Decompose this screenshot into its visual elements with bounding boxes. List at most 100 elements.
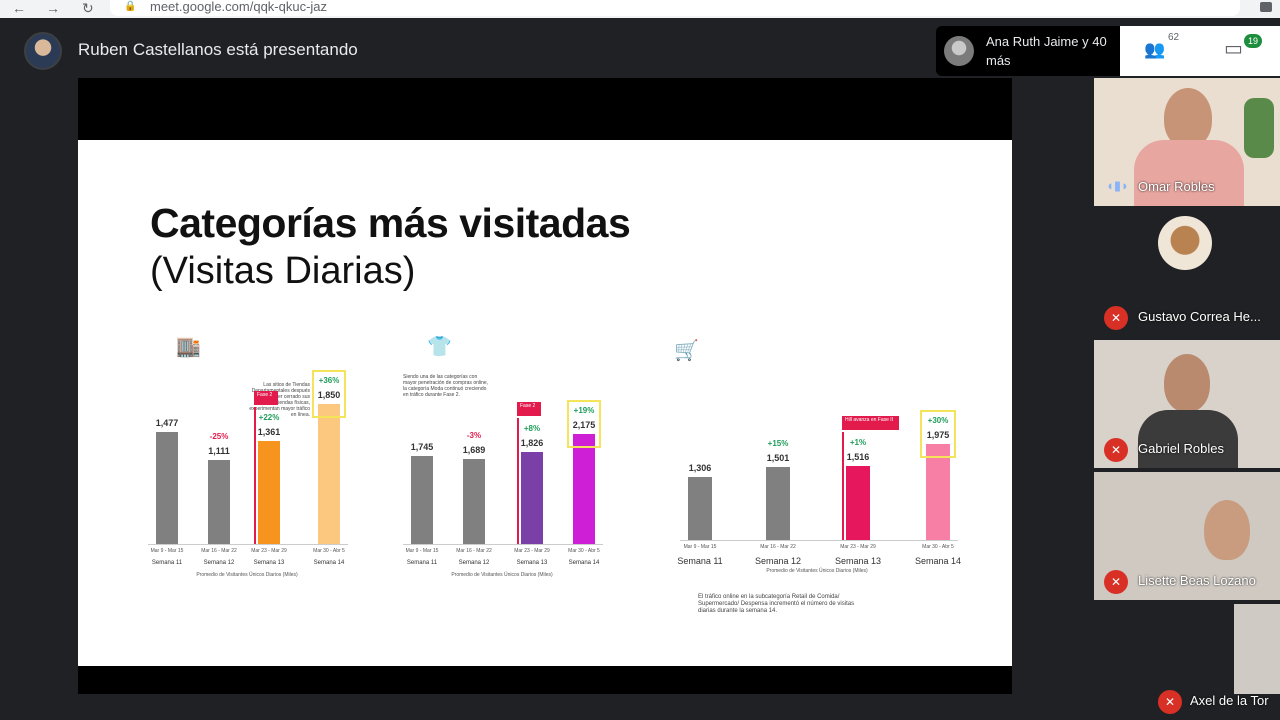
chart-bar [926, 444, 950, 540]
participant-tile[interactable]: ✕ Lisette Beas Lozano [1094, 472, 1280, 600]
participant-name: Gustavo Correa He... [1138, 309, 1261, 324]
meet-toolbar: 👥 62 ▭ 19 [1120, 26, 1280, 76]
change-label: +30% [927, 416, 949, 425]
category-label: COMIDA / SUPERMERCADO / DESPENSA [716, 349, 896, 359]
browser-toolbar: ← → ↻ 🔒 meet.google.com/qqk-qkuc-jaz [0, 0, 1280, 18]
plant-decoration [1244, 98, 1274, 158]
data-label: 1,306 [688, 463, 712, 473]
chat-icon[interactable]: ▭ [1224, 38, 1243, 60]
date-tick-label: Mar 30 - Abr 5 [922, 544, 954, 550]
change-label: +36% [318, 376, 340, 385]
chart-panel-tiendas: 🏬 Tiendas Departamentales Las sitios de … [148, 336, 348, 640]
data-label: 1,850 [317, 390, 341, 400]
store-icon: 🏬 [176, 336, 201, 358]
phase-line [254, 407, 256, 544]
participant-video [1234, 604, 1280, 694]
forward-icon[interactable]: → [46, 0, 60, 16]
date-tick-label: Mar 9 - Mar 15 [683, 544, 717, 550]
presentation-stage: Categorías más visitadas (Visitas Diaria… [78, 78, 1012, 694]
chart-bar [156, 432, 178, 544]
panel-note: El tráfico online en la subcategoría Ret… [698, 594, 855, 614]
change-label: +1% [849, 438, 867, 447]
phase-line [842, 432, 844, 540]
data-label: 2,175 [572, 420, 596, 430]
date-tick-label: Mar 30 - Abr 5 [313, 548, 345, 554]
participant-name: Gabriel Robles [1138, 441, 1224, 456]
category-label: Tiendas Departamentales [212, 345, 322, 355]
chart-bar [688, 477, 712, 540]
chart-bar [258, 441, 280, 544]
change-label: -25% [209, 432, 229, 441]
week-tick-label: Semana 11 [677, 556, 723, 566]
reload-icon[interactable]: ↻ [82, 0, 94, 16]
data-label: 1,826 [520, 438, 544, 448]
date-tick-label: Mar 16 - Mar 22 [201, 548, 237, 554]
participant-tile[interactable]: ✕ Gabriel Robles [1094, 340, 1280, 468]
extension-icon[interactable] [1260, 2, 1272, 12]
week-tick-label: Semana 14 [914, 556, 962, 566]
participant-name: Omar Robles [1138, 179, 1215, 194]
people-icon[interactable]: 👥 [1144, 40, 1166, 59]
change-label: -3% [466, 431, 482, 440]
date-tick-label: Mar 16 - Mar 22 [760, 544, 796, 550]
participant-video [1164, 354, 1210, 412]
participant-name: Axel de la Tor [1190, 693, 1269, 708]
chart-panel-moda: 👕 Moda Siendo una de las categorías con … [403, 336, 618, 640]
change-label: +15% [767, 439, 789, 448]
panel-note: Las sitios de Tiendas Departamentales de… [249, 382, 310, 418]
chart-bar [846, 466, 870, 540]
lock-icon: 🔒 [124, 1, 137, 12]
chart-bar [766, 467, 790, 540]
highlight-box [567, 400, 601, 448]
back-icon[interactable]: ← [12, 0, 26, 16]
change-label: +19% [573, 406, 595, 415]
week-tick-label: Semana 11 [406, 560, 438, 566]
date-tick-label: Mar 23 - Mar 29 [251, 548, 287, 554]
participant-tile[interactable]: ✕ Gustavo Correa He... [1094, 208, 1280, 336]
mic-off-icon: ✕ [1104, 570, 1128, 594]
participant-tile[interactable]: ✕ Axel de la Tor [1094, 604, 1280, 720]
mic-off-icon: ✕ [1104, 438, 1128, 462]
date-tick-label: Mar 23 - Mar 29 [514, 548, 550, 554]
url-text[interactable]: meet.google.com/qqk-qkuc-jaz [150, 0, 328, 14]
participant-tile[interactable]: ◖▮◗ Omar Robles [1094, 78, 1280, 206]
chart-bar [208, 460, 230, 544]
data-label: 1,111 [208, 446, 230, 456]
date-tick-label: Mar 9 - Mar 15 [405, 548, 439, 554]
participant-avatar [1158, 216, 1212, 270]
participant-name: Lisette Beas Lozano [1138, 573, 1256, 588]
week-tick-label: Semana 14 [313, 560, 345, 566]
address-bar[interactable]: 🔒 meet.google.com/qqk-qkuc-jaz [110, 0, 1240, 16]
bar-chart: 1,745 Mar 9 - Mar 15 Semana 11 1,689 -3% Mar … [403, 340, 618, 640]
date-tick-label: Mar 23 - Mar 29 [840, 544, 876, 550]
slide-subtitle: (Visitas Diarias) [150, 250, 416, 292]
chart-bar [573, 434, 595, 544]
people-count: 62 [1168, 32, 1180, 43]
data-label: 1,477 [155, 418, 179, 428]
date-tick-label: Mar 30 - Abr 5 [568, 548, 600, 554]
presenter-text: Ruben Castellanos está presentando [78, 40, 358, 59]
participants-summary: Ana Ruth Jaime y 40 más [986, 34, 1107, 68]
participant-avatar [944, 36, 974, 66]
mic-off-icon: ✕ [1158, 690, 1182, 714]
participants-preview[interactable]: Ana Ruth Jaime y 40 más [936, 26, 1120, 76]
slide-title: Categorías más visitadas [150, 200, 631, 246]
bar-chart: 1,306 Mar 9 - Mar 15 Semana 11 1,501 +15% Mar… [648, 340, 968, 600]
week-tick-label: Semana 12 [203, 560, 235, 566]
axis-note: Promedio de Visitantes Únicos Diarios (M… [766, 568, 868, 574]
data-label: 1,975 [926, 430, 950, 440]
presenter-avatar [24, 32, 62, 70]
phase-flag: Fase 2 [517, 402, 542, 416]
data-label: 1,361 [257, 427, 281, 437]
axis-note: Promedio de Visitantes Únicos Diarios (M… [451, 572, 553, 578]
phase-line [517, 418, 519, 544]
panel-note: Siendo una de las categorías con mayor p… [403, 374, 489, 398]
category-label: Moda [510, 345, 534, 355]
axis-note: Promedio de Visitantes Únicos Diarios (M… [196, 572, 298, 578]
shirt-icon: 👕 [427, 336, 452, 358]
participant-video [1204, 500, 1250, 560]
data-label: 1,516 [846, 452, 870, 462]
meet-window: Ruben Castellanos está presentando Ana R… [0, 18, 1280, 720]
date-tick-label: Mar 16 - Mar 22 [456, 548, 492, 554]
chat-count-badge: 19 [1244, 34, 1262, 48]
